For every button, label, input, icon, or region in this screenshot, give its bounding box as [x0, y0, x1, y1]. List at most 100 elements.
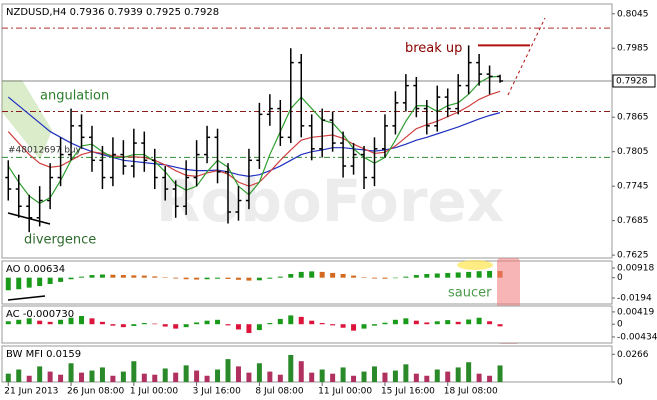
- indicator-bar: [183, 277, 189, 280]
- indicator-bar: [288, 354, 294, 382]
- indicator-bar: [110, 375, 116, 382]
- indicator-bar: [5, 277, 11, 291]
- indicator-bar: [256, 324, 262, 331]
- indicator-bar: [424, 322, 430, 325]
- indicator-bar: [47, 371, 53, 382]
- indicator-bar: [5, 321, 11, 325]
- indicator-bar: [361, 277, 367, 278]
- y-tick-label: 0.7985: [617, 44, 649, 54]
- indicator-bar: [351, 275, 357, 278]
- indicator-bar: [319, 323, 325, 325]
- indicator-bar: [424, 375, 430, 382]
- indicator-bar: [37, 366, 43, 382]
- indicator-bar: [47, 277, 53, 284]
- indicator-bar: [215, 277, 221, 279]
- indicator-bar: [351, 324, 357, 331]
- indicator-bar: [298, 271, 304, 278]
- indicator-bar: [340, 324, 346, 328]
- indicator-bar: [110, 324, 116, 326]
- x-tick-label: 1 Jul 00:00: [130, 387, 179, 397]
- x-tick-label: 18 Jul 08:00: [444, 387, 498, 397]
- indicator-bar: [173, 372, 179, 382]
- indicator-bar: [392, 277, 398, 279]
- indicator-bar: [330, 373, 336, 382]
- indicator-bar: [5, 373, 11, 382]
- indicator-bar: [89, 318, 95, 325]
- annotation: #48012697 buy: [8, 146, 82, 156]
- indicator-bar: [235, 277, 241, 280]
- indicator-bar: [455, 272, 461, 278]
- indicator-bar: [466, 319, 472, 325]
- indicator-bar: [256, 277, 262, 281]
- watermark: RoboForex: [156, 167, 504, 235]
- indicator-bar: [89, 275, 95, 278]
- indicator-bar: [99, 274, 105, 278]
- indicator-bar: [141, 323, 147, 325]
- panel: [1, 305, 613, 344]
- indicator-bar: [204, 320, 210, 325]
- indicator-bar: [110, 274, 116, 278]
- indicator-bar: [89, 370, 95, 382]
- indicator-bar: [194, 322, 200, 325]
- y-tick-label: 0: [617, 378, 623, 388]
- indicator-bar: [476, 271, 482, 278]
- panel-title: BW MFI 0.0159: [6, 349, 81, 360]
- indicator-bar: [351, 375, 357, 382]
- angulation-zone: [2, 80, 52, 160]
- indicator-bar: [256, 363, 262, 382]
- indicator-bar: [392, 319, 398, 325]
- indicator-bar: [58, 374, 64, 382]
- indicator-bar: [382, 322, 388, 325]
- indicator-bar: [235, 366, 241, 382]
- indicator-bar: [309, 372, 315, 382]
- indicator-bar: [16, 319, 22, 325]
- divergence-line: [7, 295, 46, 301]
- indicator-bar: [79, 372, 85, 382]
- indicator-bar: [194, 277, 200, 280]
- indicator-bar: [267, 323, 273, 325]
- y-tick-label: 0.00419: [617, 307, 654, 317]
- indicator-bar: [392, 370, 398, 382]
- indicator-bar: [131, 275, 137, 278]
- indicator-bar: [476, 317, 482, 325]
- indicator-bar: [162, 324, 168, 327]
- indicator-bar: [152, 276, 158, 278]
- indicator-bar: [403, 318, 409, 325]
- indicator-bar: [340, 274, 346, 278]
- panel: [1, 260, 613, 305]
- indicator-bar: [26, 375, 32, 382]
- indicator-bar: [466, 362, 472, 382]
- y-tick-label: 0.0266: [617, 350, 649, 360]
- indicator-bar: [162, 277, 168, 278]
- break-up-label: break up: [405, 41, 462, 56]
- y-tick-label: -0.0194: [617, 294, 652, 304]
- indicator-bar: [413, 373, 419, 382]
- indicator-bar: [152, 374, 158, 382]
- indicator-bar: [131, 361, 137, 382]
- y-tick-label: 0: [617, 273, 623, 283]
- indicator-bar: [298, 316, 304, 325]
- indicator-bar: [382, 277, 388, 279]
- y-tick-label: 0.7865: [617, 113, 649, 123]
- projection: [507, 17, 546, 96]
- indicator-bar: [277, 318, 283, 325]
- annotation: saucer: [448, 286, 492, 301]
- panel-title: NZDUSD,H4 0.7936 0.7939 0.7925 0.7928: [6, 7, 219, 18]
- indicator-bar: [361, 324, 367, 329]
- indicator-bar: [371, 277, 377, 279]
- indicator-bar: [58, 319, 64, 325]
- indicator-bar: [58, 277, 64, 282]
- indicator-bar: [371, 366, 377, 382]
- current-price-box: [612, 74, 656, 88]
- indicator-bar: [183, 365, 189, 382]
- y-tick-label: 0.00918: [617, 264, 654, 274]
- indicator-bar: [99, 367, 105, 382]
- indicator-bar: [215, 319, 221, 325]
- indicator-bar: [497, 324, 503, 327]
- x-tick-label: 11 Jul 00:00: [318, 387, 372, 397]
- indicator-bar: [267, 371, 273, 382]
- indicator-bar: [183, 324, 189, 328]
- indicator-bar: [340, 367, 346, 382]
- indicator-bar: [141, 275, 147, 278]
- indicator-bar: [445, 320, 451, 325]
